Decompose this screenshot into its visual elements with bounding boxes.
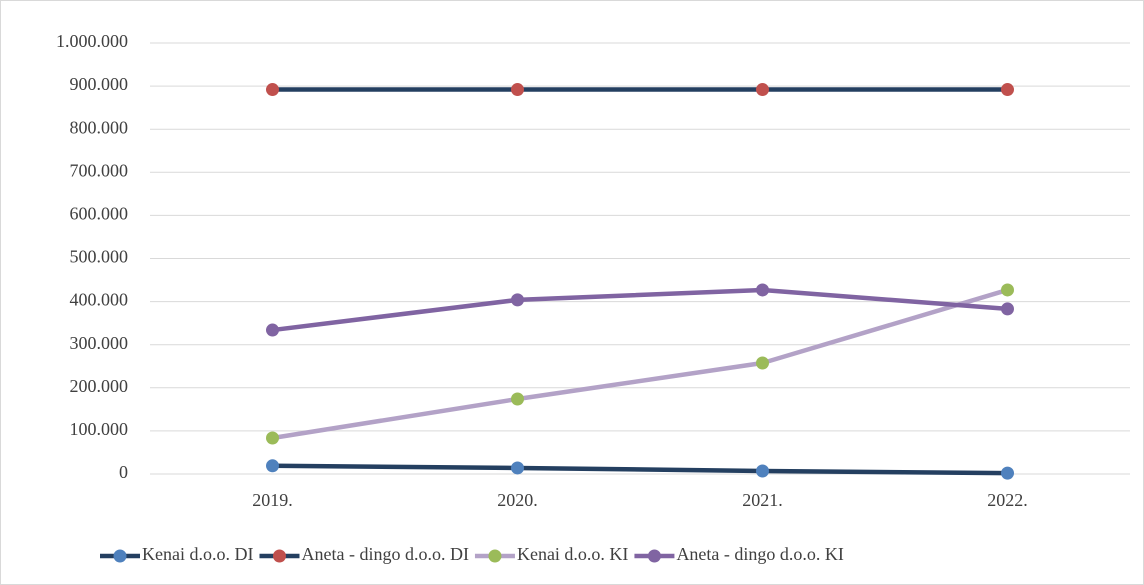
x-tick-label: 2021. [742, 490, 783, 510]
marker [756, 356, 769, 370]
marker [1001, 466, 1014, 480]
y-tick-label: 100.000 [70, 419, 129, 439]
x-tick-label: 2019. [252, 490, 293, 510]
x-tick-label: 2022. [987, 490, 1028, 510]
y-tick-label: 700.000 [70, 160, 129, 180]
legend-label: Kenai d.o.o. KI [517, 544, 628, 564]
marker [266, 323, 279, 337]
legend-marker [272, 549, 286, 563]
marker [511, 83, 524, 97]
series-line [270, 287, 1010, 441]
legend-marker [488, 549, 502, 563]
marker [1001, 302, 1014, 316]
legend-label: Aneta - dingo d.o.o. DI [301, 544, 468, 564]
y-tick-label: 900.000 [70, 74, 129, 94]
marker [756, 83, 769, 97]
marker [1001, 283, 1014, 297]
legend-marker [113, 549, 127, 563]
marker [266, 431, 279, 445]
y-tick-label: 200.000 [70, 376, 129, 396]
marker [1001, 83, 1014, 97]
y-tick-label: 300.000 [70, 333, 129, 353]
x-tick-label: 2020. [497, 490, 538, 510]
y-tick-label: 1.000.000 [56, 31, 128, 51]
y-tick-label: 600.000 [70, 204, 129, 224]
y-tick-label: 400.000 [70, 290, 129, 310]
marker [511, 293, 524, 307]
y-tick-label: 500.000 [70, 247, 129, 267]
marker [511, 461, 524, 475]
series-line [270, 287, 1010, 333]
marker [511, 392, 524, 406]
marker [756, 464, 769, 478]
y-tick-label: 0 [119, 462, 128, 482]
y-tick-label: 800.000 [70, 117, 129, 137]
marker [756, 283, 769, 297]
marker [266, 83, 279, 97]
legend-marker [647, 549, 661, 563]
legend-label: Aneta - dingo d.o.o. KI [676, 544, 843, 564]
legend-label: Kenai d.o.o. DI [142, 544, 253, 564]
series-line [270, 463, 1010, 476]
marker [266, 459, 279, 473]
